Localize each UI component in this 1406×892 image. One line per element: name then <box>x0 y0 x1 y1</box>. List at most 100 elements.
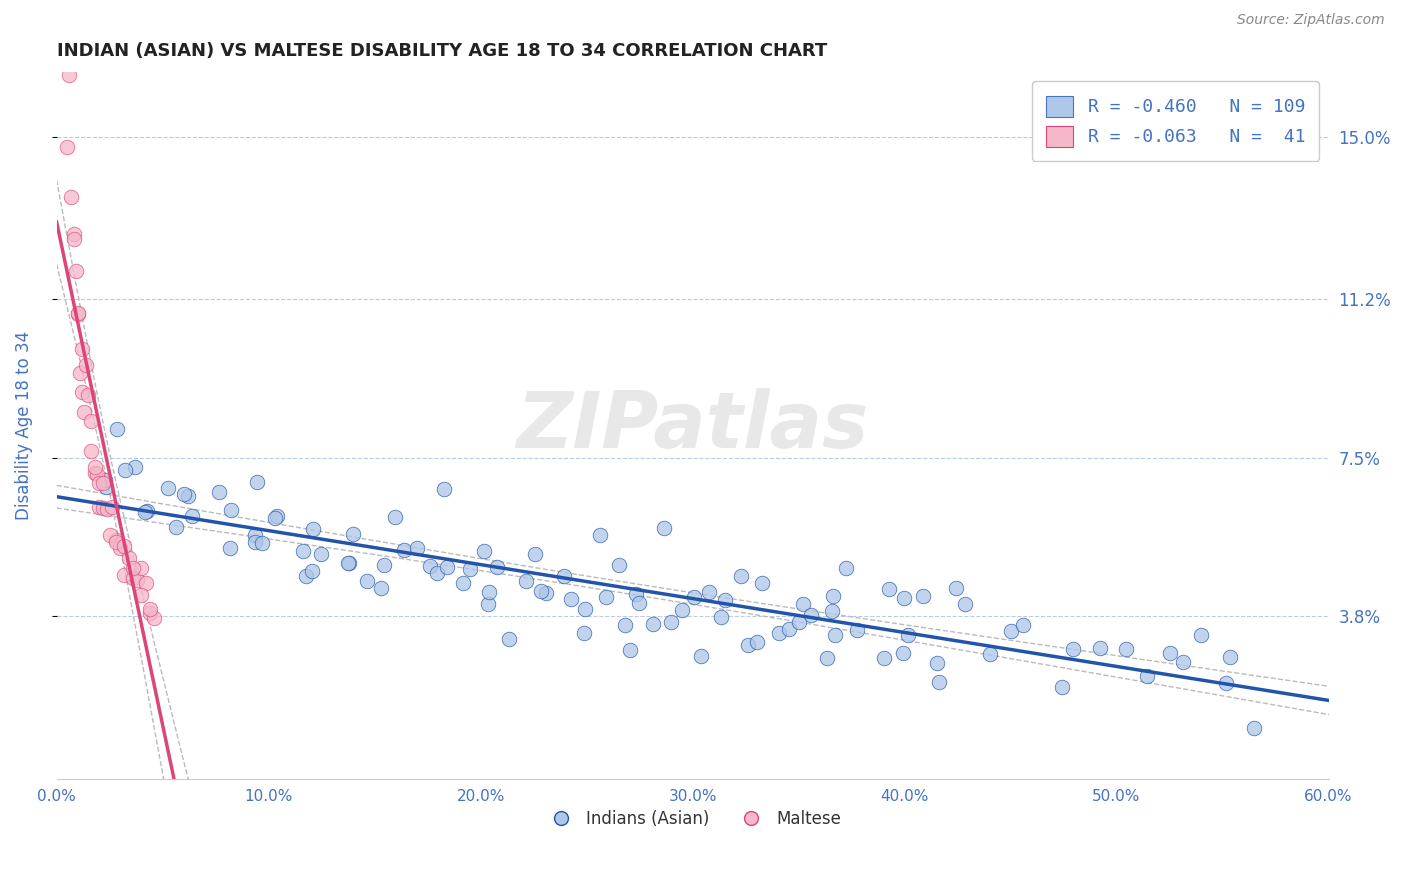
Point <box>157 481 180 495</box>
Point <box>124 459 146 474</box>
Point <box>264 511 287 525</box>
Point <box>66 306 89 320</box>
Point <box>553 569 575 583</box>
Point <box>108 541 131 555</box>
Legend: Indians (Asian), Maltese: Indians (Asian), Maltese <box>537 803 848 834</box>
Point <box>1052 680 1074 694</box>
Point <box>104 535 127 549</box>
Point <box>118 551 141 566</box>
Point <box>778 622 800 636</box>
Point <box>373 558 395 573</box>
Point <box>77 388 100 402</box>
Point <box>641 617 664 632</box>
Point <box>1159 646 1181 660</box>
Point <box>337 556 360 570</box>
Point <box>302 522 325 536</box>
Point <box>824 628 846 642</box>
Point <box>815 651 838 665</box>
Point <box>823 590 845 604</box>
Point <box>498 632 520 646</box>
Point <box>86 467 108 482</box>
Point <box>560 591 582 606</box>
Text: Source: ZipAtlas.com: Source: ZipAtlas.com <box>1237 13 1385 28</box>
Point <box>873 650 896 665</box>
Point <box>79 414 101 428</box>
Point <box>1062 641 1084 656</box>
Point <box>877 582 900 596</box>
Point <box>87 476 110 491</box>
Point <box>87 500 110 514</box>
Point <box>845 623 868 637</box>
Point <box>207 484 229 499</box>
Point <box>626 587 648 601</box>
Point <box>70 385 93 400</box>
Point <box>1243 722 1265 736</box>
Point <box>131 560 153 574</box>
Point <box>134 505 156 519</box>
Point <box>574 601 596 615</box>
Point <box>979 647 1001 661</box>
Point <box>458 562 481 576</box>
Point <box>737 638 759 652</box>
Point <box>1088 640 1111 655</box>
Point <box>1115 641 1137 656</box>
Point <box>534 586 557 600</box>
Point <box>295 569 318 583</box>
Point <box>515 574 537 588</box>
Point <box>139 606 162 620</box>
Point <box>589 527 612 541</box>
Point <box>1219 649 1241 664</box>
Point <box>745 635 768 649</box>
Point <box>530 584 553 599</box>
Point <box>309 548 332 562</box>
Point <box>477 598 499 612</box>
Point <box>83 459 105 474</box>
Point <box>572 625 595 640</box>
Point <box>928 675 950 690</box>
Point <box>394 543 416 558</box>
Point <box>792 597 814 611</box>
Point <box>1012 618 1035 632</box>
Text: ZIPatlas: ZIPatlas <box>516 388 869 464</box>
Point <box>595 590 617 604</box>
Point <box>173 486 195 500</box>
Point <box>94 473 117 487</box>
Point <box>79 444 101 458</box>
Point <box>683 591 706 605</box>
Point <box>659 615 682 629</box>
Point <box>768 625 790 640</box>
Point <box>607 558 630 573</box>
Text: INDIAN (ASIAN) VS MALTESE DISABILITY AGE 18 TO 34 CORRELATION CHART: INDIAN (ASIAN) VS MALTESE DISABILITY AGE… <box>56 42 827 60</box>
Point <box>58 68 80 82</box>
Point <box>384 509 406 524</box>
Point <box>122 572 145 586</box>
Point <box>100 500 122 514</box>
Point <box>135 576 157 591</box>
Point <box>891 646 914 660</box>
Point <box>897 627 920 641</box>
Point <box>671 603 693 617</box>
Point <box>62 232 84 246</box>
Point <box>524 547 547 561</box>
Point <box>1215 676 1237 690</box>
Point <box>433 482 456 496</box>
Point <box>925 656 948 670</box>
Point <box>614 617 637 632</box>
Point <box>266 508 288 523</box>
Point <box>131 588 153 602</box>
Point <box>800 607 823 622</box>
Point <box>912 589 935 603</box>
Point <box>451 576 474 591</box>
Point <box>91 501 114 516</box>
Point <box>835 561 858 575</box>
Point <box>821 604 844 618</box>
Point <box>472 543 495 558</box>
Point <box>83 466 105 480</box>
Point <box>180 508 202 523</box>
Point <box>96 502 118 516</box>
Point <box>436 560 458 574</box>
Y-axis label: Disability Age 18 to 34: Disability Age 18 to 34 <box>15 331 32 520</box>
Point <box>136 504 159 518</box>
Point <box>69 366 91 380</box>
Point <box>893 591 915 606</box>
